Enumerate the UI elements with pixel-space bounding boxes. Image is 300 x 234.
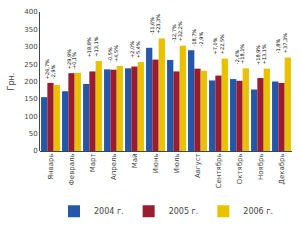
svg-text:Февраль: Февраль: [68, 153, 76, 185]
svg-text:350: 350: [24, 26, 37, 34]
svg-text:-2,4%: -2,4%: [234, 49, 240, 64]
svg-text:+32,2%: +32,2%: [177, 21, 183, 41]
svg-text:Декабрь: Декабрь: [278, 153, 286, 184]
svg-text:Сентябрь: Сентябрь: [215, 153, 223, 188]
svg-text:-12,7%: -12,7%: [171, 24, 177, 42]
svg-text:Октябрь: Октябрь: [236, 153, 244, 184]
svg-text:Апрель: Апрель: [110, 153, 118, 180]
svg-text:+5,4%: +5,4%: [135, 41, 141, 58]
svg-text:400: 400: [24, 8, 37, 16]
svg-text:Январь: Январь: [47, 153, 55, 179]
svg-text:2004 г.: 2004 г.: [94, 207, 124, 216]
svg-text:Июль: Июль: [173, 153, 181, 173]
svg-text:2006 г.: 2006 г.: [243, 207, 273, 216]
svg-text:+18,8%: +18,8%: [86, 37, 92, 57]
svg-text:-18,7%: -18,7%: [191, 29, 197, 47]
svg-text:+13,1%: +13,1%: [93, 36, 99, 56]
svg-text:+18,1%: +18,1%: [239, 44, 245, 64]
svg-text:+23,3%: +23,3%: [155, 14, 161, 34]
svg-text:-11,6%: -11,6%: [149, 17, 155, 35]
svg-text:-2,9%: -2,9%: [50, 64, 56, 79]
svg-text:2005 г.: 2005 г.: [169, 207, 199, 216]
svg-text:Ноябрь: Ноябрь: [257, 153, 265, 180]
svg-text:Грн.: Грн.: [7, 73, 16, 91]
svg-text:+0,1%: +0,1%: [71, 52, 77, 69]
svg-text:+29,9%: +29,9%: [66, 49, 72, 69]
svg-text:Июнь: Июнь: [152, 153, 160, 173]
svg-text:Август: Август: [194, 153, 202, 178]
svg-text:+7,0%: +7,0%: [212, 37, 218, 54]
svg-text:200: 200: [24, 78, 37, 86]
svg-text:+37,3%: +37,3%: [282, 33, 288, 53]
svg-text:150: 150: [24, 95, 37, 103]
svg-text:+18,9%: +18,9%: [255, 45, 261, 65]
svg-text:+4,5%: +4,5%: [113, 45, 119, 62]
svg-text:-2,9%: -2,9%: [198, 32, 204, 47]
svg-text:+22,5%: +22,5%: [219, 34, 225, 54]
svg-text:+13,1%: +13,1%: [261, 44, 267, 64]
svg-text:Март: Март: [89, 153, 97, 172]
svg-text:300: 300: [24, 43, 37, 51]
svg-text:-0,5%: -0,5%: [107, 47, 113, 62]
svg-text:+2,0%: +2,0%: [129, 41, 135, 58]
svg-text:-1,8%: -1,8%: [275, 39, 281, 54]
svg-text:0: 0: [33, 147, 37, 155]
svg-text:50: 50: [29, 130, 38, 138]
svg-text:+26,7%: +26,7%: [44, 59, 50, 79]
svg-text:250: 250: [24, 61, 37, 69]
svg-text:Май: Май: [131, 153, 139, 168]
svg-text:100: 100: [24, 113, 37, 121]
